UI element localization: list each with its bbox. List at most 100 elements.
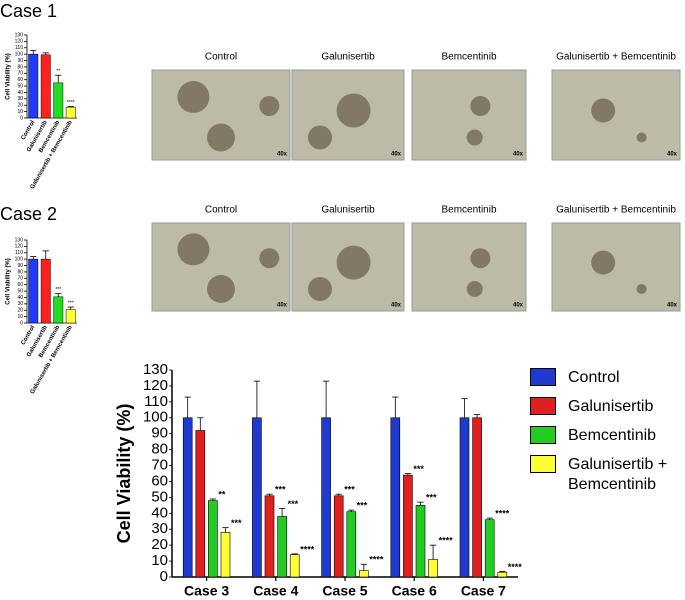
y-axis-label: Cell Viability (%) <box>114 404 134 544</box>
bar <box>333 495 344 578</box>
bar <box>40 258 51 324</box>
x-tick-label: Case 5 <box>322 583 367 599</box>
y-tick-label: 100 <box>143 409 168 426</box>
y-tick-label: 10 <box>17 314 23 320</box>
significance: *** <box>413 464 424 474</box>
bar <box>321 417 331 578</box>
bar <box>390 417 401 578</box>
y-tick-label: 20 <box>17 103 23 109</box>
cell-spheroid <box>308 125 332 150</box>
significance: *** <box>231 518 242 528</box>
bar <box>40 54 51 119</box>
y-tick-label: 80 <box>151 441 168 458</box>
cell-spheroid <box>470 248 491 269</box>
y-axis-label: Cell Viability (%) <box>6 258 12 305</box>
magnification: 40x <box>513 303 524 309</box>
bar <box>403 474 413 578</box>
bar <box>264 495 275 578</box>
y-tick-label: 70 <box>17 276 23 282</box>
magnification: 40x <box>667 303 678 309</box>
legend-swatch <box>530 455 556 473</box>
y-tick-label: 80 <box>17 64 23 70</box>
cell-spheroid <box>207 275 235 303</box>
significance: *** <box>344 485 355 495</box>
bar <box>472 417 482 578</box>
magnification: 40x <box>277 303 288 309</box>
bar <box>28 53 39 119</box>
bar <box>53 82 64 119</box>
bar <box>65 106 76 119</box>
y-tick-label: 80 <box>17 269 23 275</box>
cell-spheroid <box>177 81 210 113</box>
y-tick-label: 0 <box>20 320 23 326</box>
y-tick-label: 120 <box>143 377 168 394</box>
y-tick-label: 100 <box>15 256 24 262</box>
image-caption: Control <box>205 205 237 216</box>
y-tick-label: 20 <box>151 536 168 553</box>
legend-entry: Control <box>530 368 680 388</box>
y-tick-label: 60 <box>151 472 168 489</box>
y-tick-label: 40 <box>151 504 168 521</box>
bar <box>497 571 508 578</box>
cell-spheroid <box>591 250 616 275</box>
cell-spheroid <box>636 284 647 294</box>
y-tick-label: 40 <box>17 90 23 96</box>
image-caption: Galunisertib + Bemcentinib <box>556 52 676 63</box>
significance: *** <box>55 287 61 293</box>
significance: *** <box>275 485 286 495</box>
legend-entry: Bemcentinib <box>530 426 680 446</box>
image-caption: Bemcentinib <box>441 205 496 216</box>
legend-label: Galunisertib + Bemcentinib <box>568 456 668 493</box>
magnification: 40x <box>277 152 288 158</box>
y-tick-label: 40 <box>17 295 23 301</box>
cell-spheroid <box>308 277 332 301</box>
cell-spheroid <box>591 98 616 123</box>
legend-entry: Galunisertib <box>530 397 680 417</box>
y-tick-label: 90 <box>17 263 23 269</box>
cell-spheroid <box>636 132 647 143</box>
bar <box>195 430 206 578</box>
y-tick-label: 110 <box>144 393 168 410</box>
y-tick-label: 130 <box>15 237 24 243</box>
cell-spheroid <box>259 248 280 269</box>
y-tick-label: 70 <box>17 71 23 77</box>
significance: ** <box>56 69 60 75</box>
y-tick-label: 120 <box>15 39 24 45</box>
y-tick-label: 10 <box>151 552 168 569</box>
legend-label: Control <box>568 369 620 386</box>
significance: **** <box>67 100 75 106</box>
cell-spheroid <box>259 96 280 116</box>
significance: *** <box>426 493 437 503</box>
y-tick-label: 110 <box>15 250 23 256</box>
legend-entry: Galunisertib + Bemcentinib <box>530 455 680 495</box>
cell-spheroid <box>470 96 491 116</box>
image-caption: Control <box>205 52 237 63</box>
y-tick-label: 0 <box>20 115 23 121</box>
bar <box>28 258 39 324</box>
y-tick-label: 0 <box>160 568 168 585</box>
significance: **** <box>495 508 510 518</box>
x-tick-label: Case 7 <box>461 583 506 599</box>
y-tick-label: 50 <box>17 288 23 294</box>
magnification: 40x <box>513 152 524 158</box>
y-tick-label: 20 <box>17 308 23 314</box>
bar <box>252 417 262 578</box>
image-caption: Galunisertib + Bemcentinib <box>556 205 676 216</box>
image-caption: Bemcentinib <box>441 52 496 63</box>
magnification: 40x <box>391 303 402 309</box>
cell-spheroid <box>336 93 371 128</box>
cell-spheroid <box>336 245 371 280</box>
y-tick-label: 10 <box>17 109 23 115</box>
legend-label: Galunisertib <box>568 398 654 415</box>
magnification: 40x <box>391 152 402 158</box>
significance: ** <box>218 489 226 499</box>
image-caption: Galunisertib <box>321 205 375 216</box>
y-tick-label: 130 <box>15 32 24 38</box>
bar <box>65 309 76 324</box>
significance: **** <box>300 544 315 554</box>
bar <box>359 570 369 578</box>
legend-swatch <box>530 368 556 386</box>
bar <box>277 516 287 578</box>
